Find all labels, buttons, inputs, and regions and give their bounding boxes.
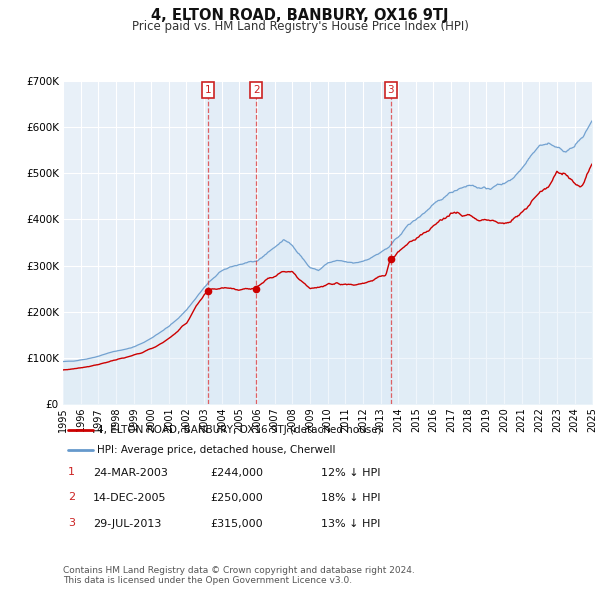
Text: 3: 3: [388, 85, 394, 95]
Text: £244,000: £244,000: [210, 468, 263, 478]
Text: 4, ELTON ROAD, BANBURY, OX16 9TJ: 4, ELTON ROAD, BANBURY, OX16 9TJ: [151, 8, 449, 23]
Text: 13% ↓ HPI: 13% ↓ HPI: [321, 519, 380, 529]
Text: This data is licensed under the Open Government Licence v3.0.: This data is licensed under the Open Gov…: [63, 576, 352, 585]
Text: 3: 3: [68, 518, 75, 527]
Text: 29-JUL-2013: 29-JUL-2013: [93, 519, 161, 529]
Bar: [208, 81, 391, 404]
Text: £315,000: £315,000: [210, 519, 263, 529]
Text: 12% ↓ HPI: 12% ↓ HPI: [321, 468, 380, 478]
Text: 1: 1: [205, 85, 211, 95]
Text: £250,000: £250,000: [210, 493, 263, 503]
Text: HPI: Average price, detached house, Cherwell: HPI: Average price, detached house, Cher…: [97, 445, 336, 455]
Text: Contains HM Land Registry data © Crown copyright and database right 2024.: Contains HM Land Registry data © Crown c…: [63, 566, 415, 575]
Text: 2: 2: [253, 85, 259, 95]
Text: Price paid vs. HM Land Registry's House Price Index (HPI): Price paid vs. HM Land Registry's House …: [131, 20, 469, 33]
Text: 2: 2: [68, 492, 75, 502]
Text: 18% ↓ HPI: 18% ↓ HPI: [321, 493, 380, 503]
Text: 24-MAR-2003: 24-MAR-2003: [93, 468, 168, 478]
Text: 1: 1: [68, 467, 75, 477]
Text: 4, ELTON ROAD, BANBURY, OX16 9TJ (detached house): 4, ELTON ROAD, BANBURY, OX16 9TJ (detach…: [97, 425, 382, 435]
Text: 14-DEC-2005: 14-DEC-2005: [93, 493, 167, 503]
